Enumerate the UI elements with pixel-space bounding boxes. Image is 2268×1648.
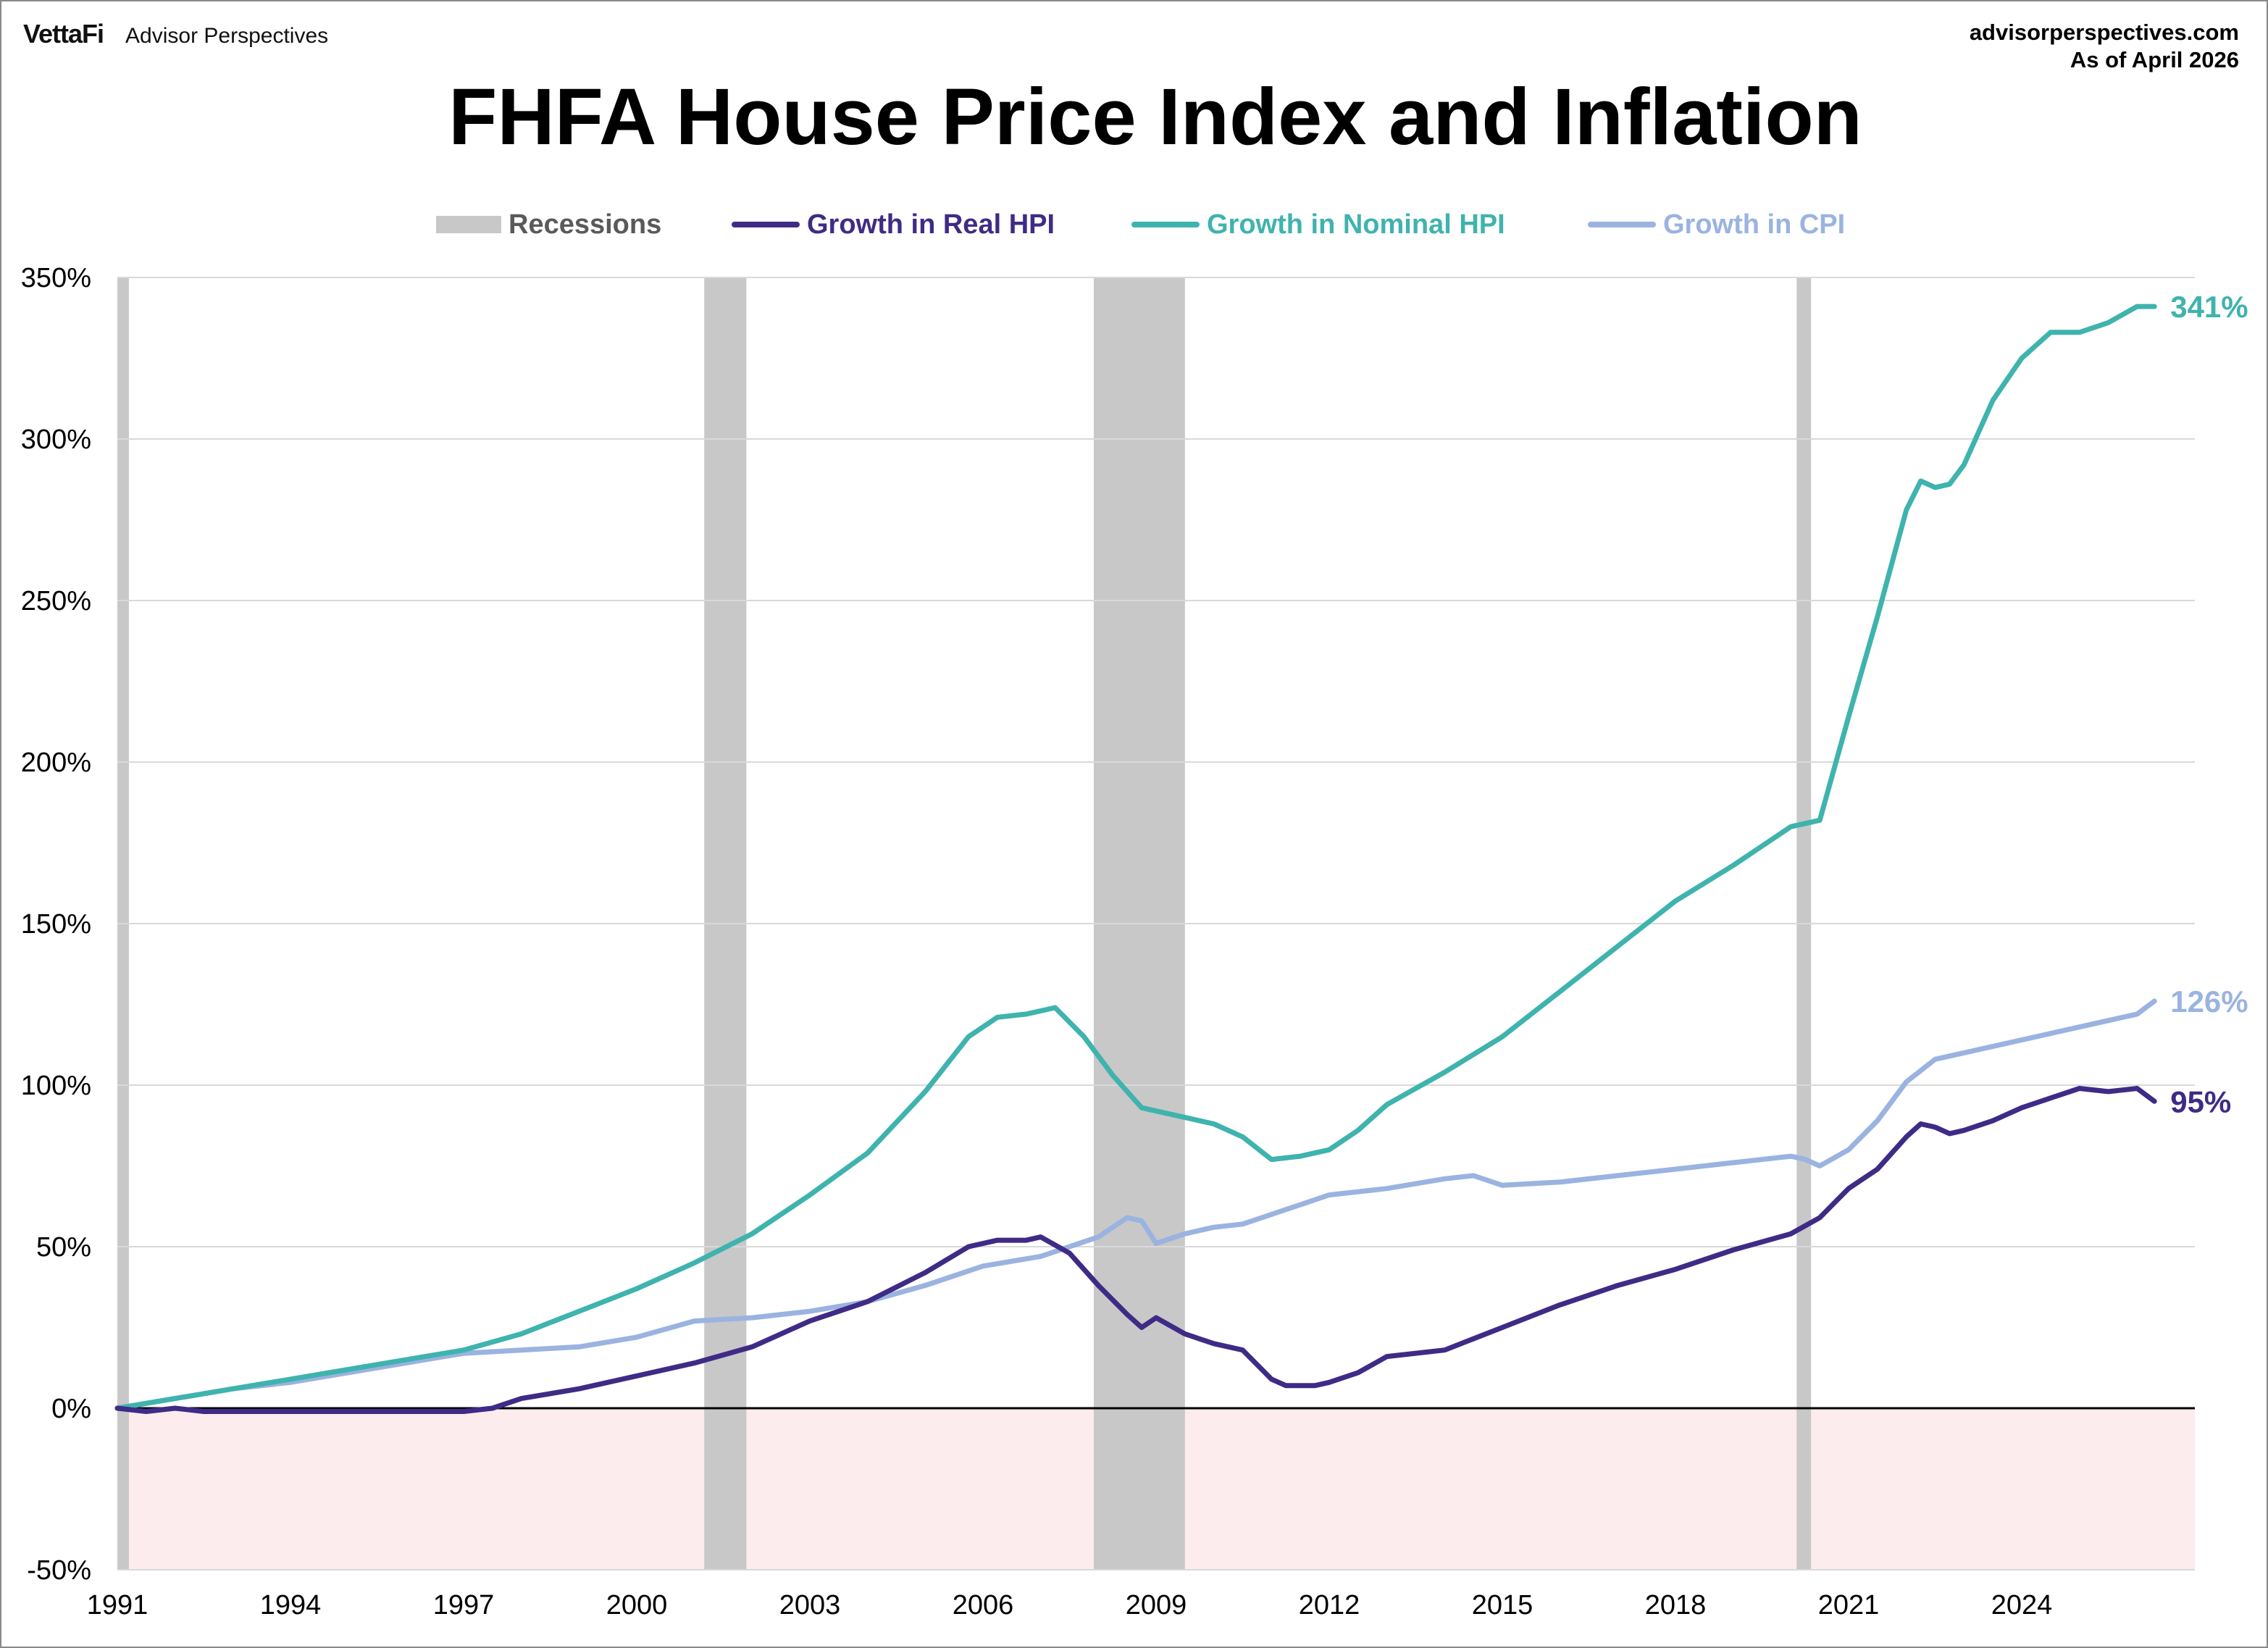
source-date: As of April 2026 [2070,47,2239,72]
y-tick-label: 350% [21,263,91,293]
end-label-2: 341% [2170,290,2248,324]
y-tick-labels-layer: -50% 0% 50% 100% 150% 200% 250% 300% 350% [21,263,91,1586]
x-tick-label: 2009 [1126,1590,1187,1620]
brand-name: Advisor Perspectives [125,24,329,48]
y-tick-label: 300% [21,424,91,455]
source-site: advisorperspectives.com [1969,20,2239,45]
legend-swatch-cpi [1588,222,1656,227]
x-tick-label: 2021 [1818,1590,1880,1620]
x-tick-label: 2012 [1299,1590,1360,1620]
y-tick-label: 50% [36,1232,91,1263]
legend-swatch-recessions [436,216,501,233]
legend-label-recessions: Recessions [509,209,662,240]
x-tick-label: 2000 [606,1590,668,1620]
legend-item-cpi: Growth in CPI [1588,204,1845,245]
x-tick-label: 2018 [1645,1590,1707,1620]
y-tick-label: 250% [21,586,91,616]
legend-item-recessions: Recessions [436,204,661,245]
legend-label-cpi: Growth in CPI [1663,209,1846,240]
x-tick-label: 1991 [87,1590,148,1620]
series-layer [114,304,2157,1414]
brand: VettaFi Advisor Perspectives [23,19,328,49]
x-tick-label: 1994 [260,1590,322,1620]
legend-item-real-hpi: Growth in Real HPI [732,204,1055,245]
chart-title: FHFA House Price Index and Inflation [448,72,1862,162]
legend-item-nominal-hpi: Growth in Nominal HPI [1131,204,1505,245]
end-labels-layer: 95% 341% 126% [2170,290,2248,1118]
y-tick-label: 0% [51,1394,91,1424]
series-line-2 [114,304,2157,1411]
x-tick-labels-layer: 1991 1994 1997 2000 2003 2006 2009 2012 2015 2018… [87,1590,2053,1620]
x-tick-label: 2003 [779,1590,841,1620]
series-line-1 [114,1086,2157,1414]
y-tick-label: 150% [21,909,91,940]
x-tick-label: 2006 [953,1590,1014,1620]
end-label-3: 126% [2170,984,2248,1019]
source-info: advisorperspectives.com As of April 2026 [1970,19,2239,74]
vettafi-logo: VettaFi [23,19,104,49]
legend-label-real-hpi: Growth in Real HPI [807,209,1055,240]
gridlines-layer [117,277,2195,1570]
x-tick-label: 1997 [433,1590,495,1620]
legend-swatch-nominal-hpi [1131,222,1200,227]
y-tick-label: -50% [27,1555,91,1586]
legend-swatch-real-hpi [732,222,800,227]
y-tick-label: 200% [21,748,91,778]
series-line-3 [114,998,2157,1411]
x-tick-label: 2024 [1991,1590,2053,1620]
end-label-1: 95% [2170,1084,2231,1118]
x-tick-label: 2015 [1472,1590,1533,1620]
legend-label-nominal-hpi: Growth in Nominal HPI [1207,209,1505,240]
y-tick-label: 100% [21,1071,91,1101]
